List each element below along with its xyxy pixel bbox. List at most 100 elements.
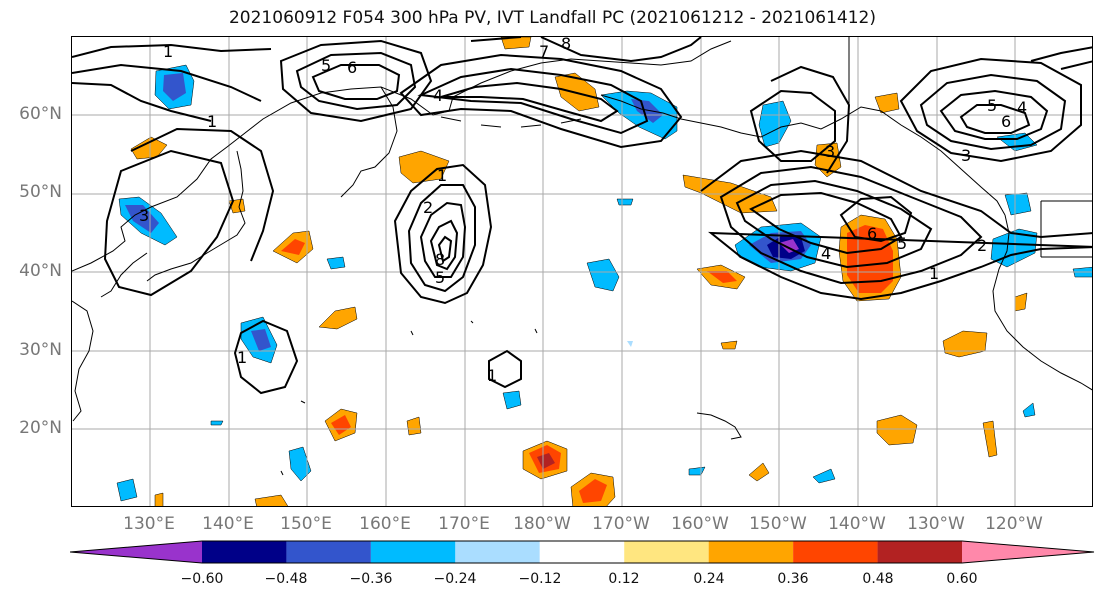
contour-west-loop — [103, 149, 235, 297]
pv-negative-blob — [586, 258, 620, 292]
contour-ne-ring-3 — [939, 89, 1049, 140]
pv-negative-blob — [812, 468, 836, 484]
pv-negative-blob — [1004, 192, 1032, 216]
contour-label: 1 — [207, 112, 217, 131]
colorbar-tick-label: −0.36 — [349, 571, 393, 587]
colorbar-tick-label: 0.12 — [608, 571, 640, 587]
contour-label: 5 — [897, 234, 907, 253]
lon-label-160w: 160°W — [671, 514, 729, 534]
colorbar — [70, 540, 1095, 564]
pv-negative-blob — [1022, 402, 1036, 418]
contour-ne-ring-4 — [959, 104, 1031, 134]
colorbar-outline — [70, 540, 1095, 564]
colorbar-tick-label: −0.60 — [180, 571, 224, 587]
pv-negative-blob — [758, 100, 792, 148]
map-panel: 1 5 6 7 8 4 3 2 1 8 5 1 6 5 4 1 2 3 6 5 … — [71, 36, 1093, 507]
lat-label-50n: 50°N — [19, 182, 62, 202]
contour-label: 4 — [1017, 98, 1027, 117]
coastline-korea — [100, 252, 148, 298]
contour-ne-ring-2 — [919, 73, 1067, 151]
pv-positive-blob — [942, 330, 988, 358]
pv-positive-core — [331, 415, 351, 435]
contour-east-jet-3 — [735, 179, 933, 269]
coastline-canada-usa — [992, 214, 1092, 391]
pv-positive-blob — [254, 494, 289, 506]
pv-positive-blob — [982, 420, 998, 458]
colorbar-segment — [370, 541, 456, 563]
contour-small-loop-sw — [233, 319, 299, 395]
contour-east-jet-5 — [839, 195, 913, 243]
lat-label-20n: 20°N — [19, 418, 62, 438]
contour-ne-outer — [1030, 46, 1092, 70]
colorbar-segment — [70, 541, 202, 563]
pv-negative-blob — [688, 466, 706, 476]
contour-label: 3 — [139, 206, 149, 225]
contour-label: 6 — [347, 58, 357, 77]
colorbar-tick-label: 0.48 — [862, 571, 894, 587]
coastlines — [72, 37, 1092, 476]
contour-label: 6 — [1001, 112, 1011, 131]
colorbar-segment — [877, 541, 962, 563]
contour-small-loop-central — [488, 349, 522, 389]
pv-positive-blob — [720, 340, 738, 350]
contour-label: 2 — [977, 236, 987, 255]
pv-positive-blob — [130, 136, 168, 160]
coastline-asia — [72, 40, 732, 272]
colorbar-segment — [708, 541, 794, 563]
pv-negative-blob — [627, 341, 633, 347]
contour-central-jet-1 — [399, 53, 683, 149]
contour-label: 5 — [987, 96, 997, 115]
colorbar-segment — [624, 541, 709, 563]
pv-negative-blob — [326, 256, 346, 270]
pv-negative-blob — [616, 198, 634, 206]
pv-positive-core — [281, 239, 305, 255]
contour-label: 3 — [961, 146, 971, 165]
contour-nw-ring — [130, 127, 275, 262]
contour-north-gulf-2 — [770, 65, 851, 174]
contour-label: 8 — [435, 250, 445, 269]
lon-label-160e: 160°E — [359, 514, 411, 534]
colorbar-tick-label: −0.48 — [264, 571, 308, 587]
contour-pacific-loop-2 — [407, 184, 476, 293]
map-title: 2021060912 F054 300 hPa PV, IVT Landfall… — [228, 8, 876, 28]
contour-pacific-loop-3 — [419, 201, 467, 278]
contour-label: 1 — [487, 366, 497, 385]
colorbar-tick-label: 0.60 — [946, 571, 978, 587]
contour-west-jet-2 — [295, 51, 417, 111]
coastline-japan — [146, 206, 246, 282]
lon-label-170e: 170°E — [438, 514, 490, 534]
coastline-alaska — [600, 94, 1006, 216]
pv-negative-core — [251, 329, 271, 351]
lon-label-130e: 130°E — [123, 514, 175, 534]
contour-east-jet-4 — [749, 191, 903, 255]
pv-positive-blob — [500, 37, 532, 50]
contour-label: 5 — [435, 268, 445, 287]
lon-label-150e: 150°E — [280, 514, 332, 534]
pv-negative-blob — [502, 390, 522, 410]
pv-positive-blob — [406, 416, 422, 436]
contour-label: 5 — [321, 56, 331, 75]
contour-pacific-loop-4 — [429, 219, 459, 271]
colorbar-segment — [286, 541, 371, 563]
colorbar-segment — [962, 541, 1094, 563]
lon-label-130w: 130°W — [907, 514, 965, 534]
pv-negative-blob — [210, 420, 224, 426]
colorbar-segment — [455, 541, 540, 563]
contour-pacific-loop-1 — [393, 163, 493, 305]
colorbar-tick-label: 0.36 — [777, 571, 809, 587]
contour-label: 6 — [867, 224, 877, 243]
coastline-sakhalin — [236, 150, 244, 208]
pv-positive-core — [537, 453, 555, 469]
pv-positive-blob — [1014, 292, 1028, 312]
lon-label-140e: 140°E — [202, 514, 254, 534]
lon-label-180w: 180°W — [513, 514, 571, 534]
graticule — [72, 37, 1092, 506]
islands-aleutian — [440, 116, 582, 128]
contour-central-jet-2 — [417, 67, 649, 135]
lon-label-140w: 140°W — [828, 514, 886, 534]
contour-label: 1 — [237, 348, 247, 367]
map-canvas: 1 5 6 7 8 4 3 2 1 8 5 1 6 5 4 1 2 3 6 5 … — [72, 37, 1092, 506]
contour-label: 1 — [929, 264, 939, 283]
colorbar-segment — [793, 541, 878, 563]
colorbar-tick-label: 0.24 — [693, 571, 725, 587]
